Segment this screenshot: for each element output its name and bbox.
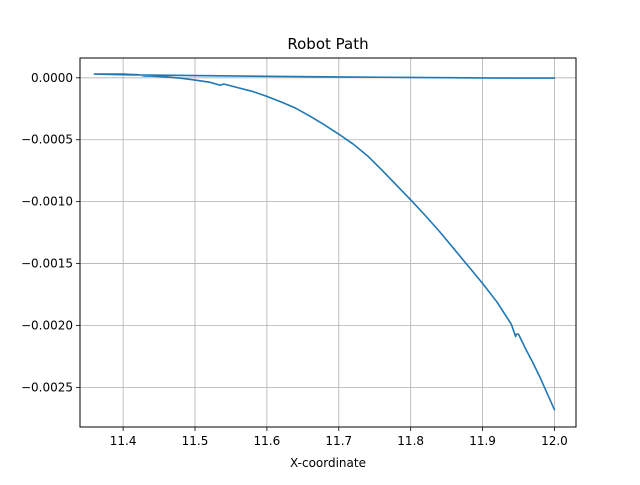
y-tick-label: −0.0010 bbox=[21, 195, 73, 209]
series-layer bbox=[93, 73, 556, 411]
x-tick-label: 11.5 bbox=[182, 434, 209, 448]
y-tick-label: −0.0005 bbox=[21, 133, 73, 147]
x-axis-label: X-coordinate bbox=[290, 456, 366, 470]
chart-title: Robot Path bbox=[287, 35, 368, 53]
grid-lines bbox=[80, 58, 576, 427]
x-tick-label: 11.8 bbox=[397, 434, 424, 448]
y-tick-label: −0.0020 bbox=[21, 318, 73, 332]
plot-frame bbox=[79, 57, 577, 428]
y-tick-label: −0.0025 bbox=[21, 380, 73, 394]
axis-ticks: 11.4 11.5 11.6 11.7 11.8 11.9 12.0 0.0000 −0.000… bbox=[21, 71, 568, 448]
x-tick-label: 11.9 bbox=[469, 434, 496, 448]
y-tick-label: 0.0000 bbox=[31, 71, 73, 85]
series-line bbox=[93, 73, 556, 411]
x-tick-label: 11.4 bbox=[110, 434, 137, 448]
x-tick-label: 11.7 bbox=[325, 434, 352, 448]
x-tick-label: 11.6 bbox=[254, 434, 281, 448]
x-tick-label: 12.0 bbox=[541, 434, 568, 448]
y-tick-label: −0.0015 bbox=[21, 257, 73, 271]
